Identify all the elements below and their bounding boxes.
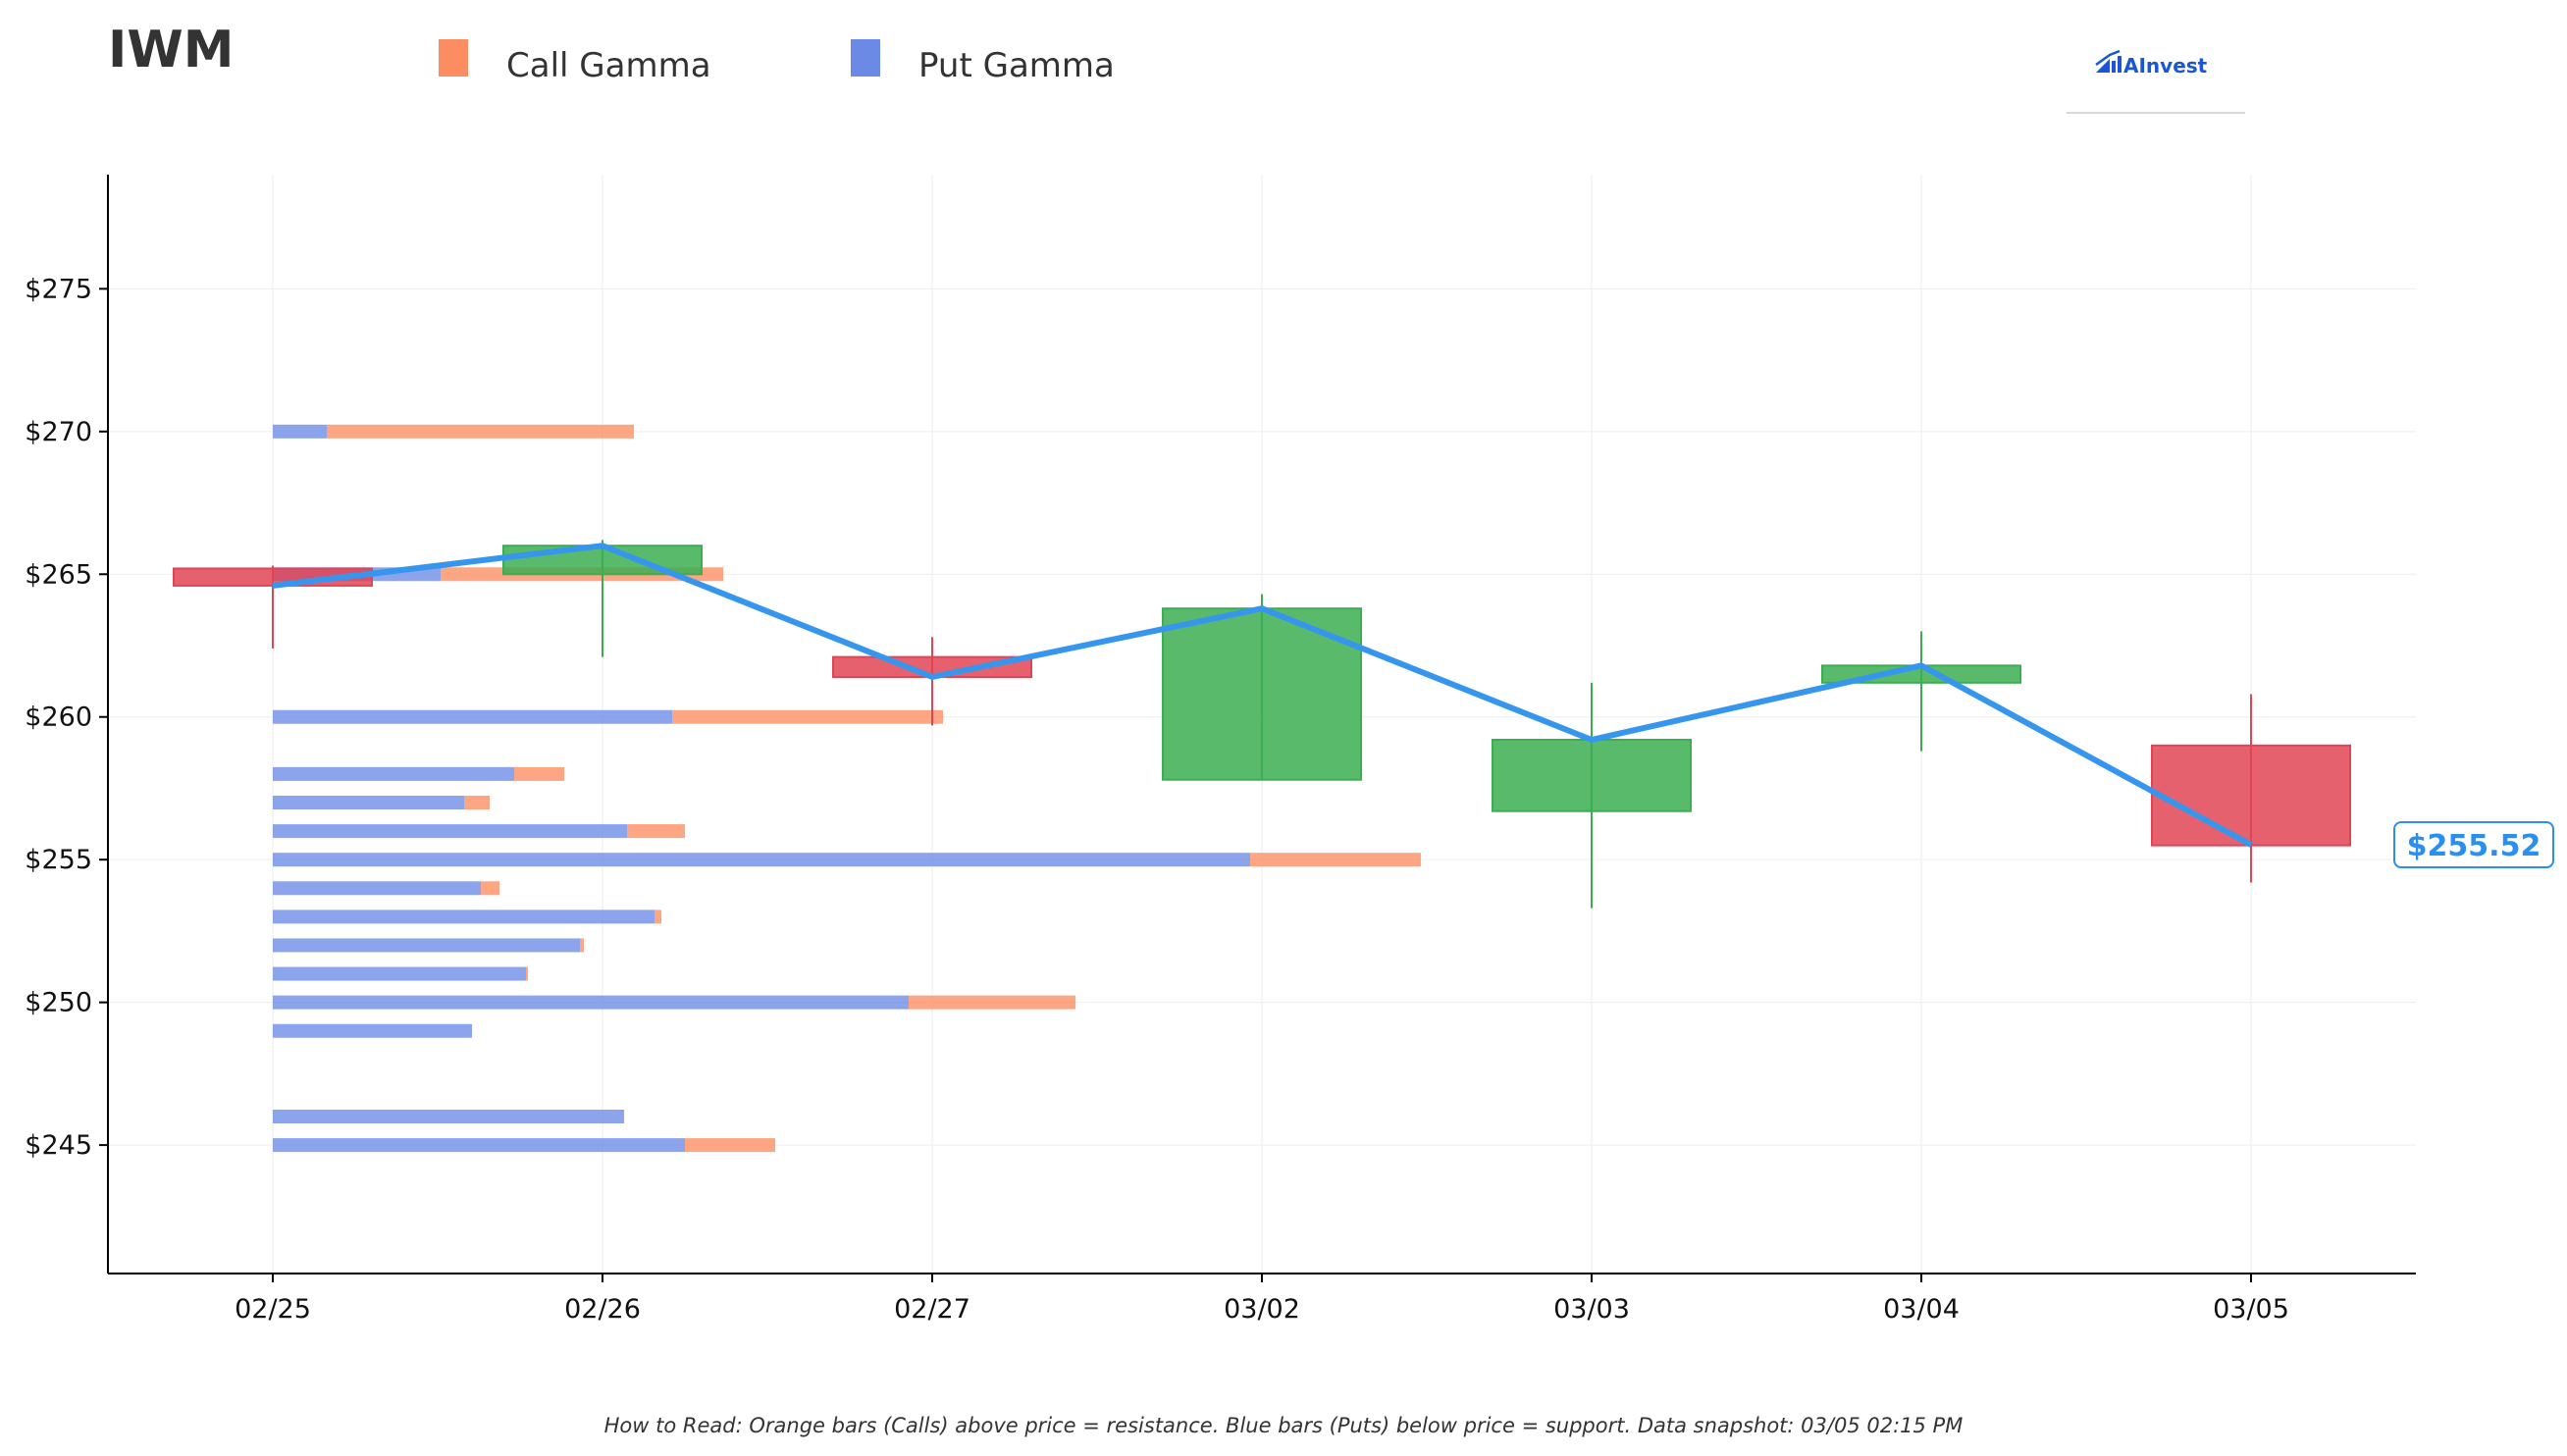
put-gamma-bar <box>273 910 655 924</box>
x-tick-label: 03/02 <box>1224 1294 1300 1325</box>
put-gamma-bar <box>273 938 580 953</box>
x-tick-label: 03/03 <box>1553 1294 1630 1325</box>
legend-put-label: Put Gamma <box>918 46 1115 85</box>
y-tick-label: $245 <box>25 1130 92 1161</box>
ticker-title: IWM <box>108 21 234 79</box>
put-gamma-bar <box>273 1023 472 1038</box>
put-gamma-bar <box>273 1138 685 1153</box>
price-line-layer <box>272 543 2253 848</box>
candle-body <box>1492 739 1692 812</box>
y-tick-label: $260 <box>25 702 92 733</box>
price-line <box>272 543 2253 848</box>
put-gamma-bar <box>273 824 627 839</box>
legend: Call Gamma Put Gamma <box>439 39 1115 85</box>
y-tick-label: $265 <box>25 559 92 590</box>
call-gamma-bar <box>464 796 490 809</box>
candle-body <box>2151 744 2351 847</box>
gamma-bars <box>273 424 1421 1153</box>
put-gamma-bar <box>273 1110 624 1123</box>
x-tick-label: 03/05 <box>2213 1294 2289 1325</box>
call-gamma-bar <box>481 881 499 896</box>
call-gamma-bar <box>327 424 634 439</box>
y-tick-label: $255 <box>25 845 92 875</box>
legend-put-swatch <box>851 39 880 77</box>
current-price-badge-box <box>2393 821 2554 869</box>
put-gamma-bar <box>273 709 672 724</box>
brand-name: AInvest <box>2123 54 2208 78</box>
call-gamma-bar <box>514 766 564 781</box>
axes: $245 $250 $255 $260 $265 $270 $275 02/25 02/26 02… <box>25 175 2416 1325</box>
call-gamma-bar <box>580 938 584 953</box>
legend-call-label: Call Gamma <box>506 46 711 85</box>
candle-body <box>502 545 703 576</box>
call-gamma-bar <box>655 910 661 924</box>
legend-call-swatch <box>439 39 468 77</box>
ainvest-logo-icon <box>2095 49 2122 73</box>
put-gamma-bar <box>273 995 909 1010</box>
y-tick-label: $275 <box>25 274 92 304</box>
call-gamma-bar <box>526 966 528 981</box>
x-tick-label: 02/27 <box>894 1294 970 1325</box>
put-gamma-bar <box>273 766 514 781</box>
y-tick-label: $270 <box>25 417 92 447</box>
x-tick-label: 02/26 <box>564 1294 641 1325</box>
call-gamma-bar <box>1250 853 1421 867</box>
call-gamma-bar <box>627 824 685 839</box>
put-gamma-bar <box>273 966 526 981</box>
current-price-label: $255.52 <box>2407 829 2541 863</box>
put-gamma-bar <box>273 881 481 896</box>
call-gamma-bar <box>685 1138 775 1153</box>
current-price-badge: $255.52 <box>2393 821 2554 869</box>
brand-logo: AInvest <box>2067 49 2245 114</box>
footer-note: How to Read: Orange bars (Calls) above p… <box>604 1414 1964 1437</box>
put-gamma-bar <box>273 424 327 439</box>
x-tick-label: 02/25 <box>235 1294 311 1325</box>
call-gamma-bar <box>672 709 943 724</box>
x-tick-label: 03/04 <box>1883 1294 1960 1325</box>
put-gamma-bar <box>273 796 464 809</box>
y-tick-label: $250 <box>25 988 92 1018</box>
call-gamma-bar <box>909 995 1075 1010</box>
put-gamma-bar <box>273 853 1250 867</box>
